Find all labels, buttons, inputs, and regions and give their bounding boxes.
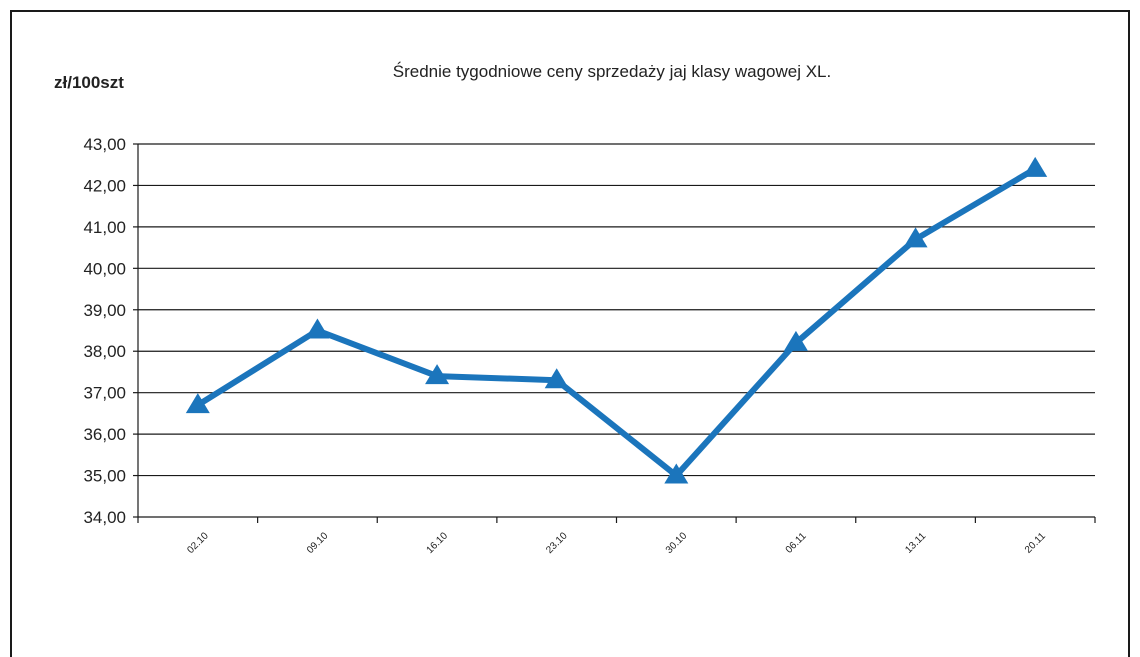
data-point-marker [185,393,210,414]
y-tick-labels: 34,00 35,00 36,00 37,00 38,00 39,00 40,00 41,00… [83,135,126,527]
x-tick-label: 30.10 [664,530,690,556]
y-tick-label: 34,00 [83,508,126,527]
y-tick-label: 36,00 [83,425,126,444]
axes [133,143,1096,523]
data-point-marker [544,368,569,389]
data-point-marker [425,364,450,385]
y-tick-label: 38,00 [83,342,126,361]
data-point-marker [664,463,689,484]
x-tick-labels: 02.10 09.10 16.10 23.10 30.10 06.11 13.11 20.11 [185,530,1048,556]
gridlines [138,143,1095,477]
x-tick-label: 02.10 [185,530,211,556]
y-tick-label: 37,00 [83,384,126,403]
series-line-path [194,165,1039,479]
line-chart: Średnie tygodniowe ceny sprzedaży jaj kl… [54,62,1096,556]
y-axis-label: zł/100szt [54,73,124,92]
data-point-marker [783,330,808,351]
series-markers [185,156,1048,484]
data-point-marker [305,318,330,339]
chart-title: Średnie tygodniowe ceny sprzedaży jaj kl… [393,62,831,81]
x-tick-label: 23.10 [544,530,570,556]
x-tick-label: 06.11 [784,530,809,555]
y-tick-label: 41,00 [83,218,126,237]
x-tick-label: 09.10 [305,530,331,556]
chart-frame: Średnie tygodniowe ceny sprzedaży jaj kl… [10,10,1130,657]
y-tick-label: 40,00 [83,259,126,278]
y-tick-label: 43,00 [83,135,126,154]
y-tick-label: 35,00 [83,467,126,486]
y-tick-label: 42,00 [83,176,126,195]
data-point-marker [903,227,928,248]
x-tick-label: 13.11 [903,530,928,555]
series-line [194,165,1039,479]
x-tick-label: 20.11 [1023,530,1048,555]
x-tick-label: 16.10 [425,530,451,556]
y-tick-label: 39,00 [83,301,126,320]
data-point-marker [1023,156,1048,177]
